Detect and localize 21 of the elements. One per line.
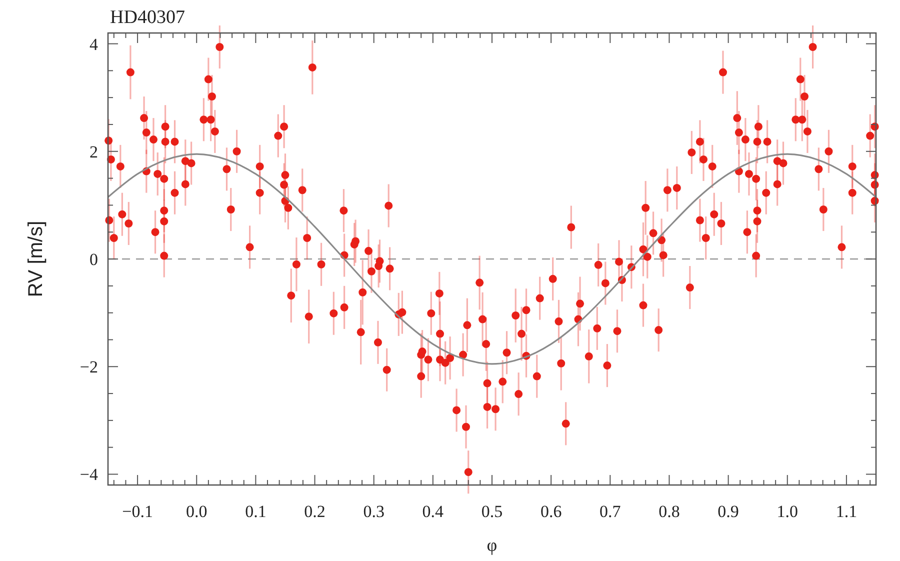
x-tick-label: 0.1: [245, 502, 266, 521]
x-tick-label: 0.5: [481, 502, 503, 521]
x-tick-label: 0.0: [186, 502, 208, 521]
x-tick-label: 1.0: [776, 502, 798, 521]
x-tick-label: 0.3: [363, 502, 384, 521]
y-tick-label: −4: [80, 465, 98, 484]
y-axis-title: RV [m/s]: [25, 220, 47, 298]
y-tick-label: 2: [90, 142, 98, 162]
x-tick-label: 0.2: [304, 502, 326, 521]
x-tick-label: 0.7: [600, 502, 622, 521]
x-tick-label: 0.6: [540, 502, 562, 521]
x-tick-label: −0.1: [122, 502, 153, 521]
x-axis-title: φ: [486, 535, 498, 555]
y-tick-label: 4: [90, 34, 98, 54]
x-tick-label: 0.8: [658, 502, 680, 521]
x-tick-label: 0.9: [718, 502, 739, 521]
x-tick-label: 1.1: [836, 502, 858, 521]
x-tick-label: 0.4: [422, 502, 444, 521]
chart-title: HD40307: [110, 7, 185, 28]
y-tick-label: 0: [90, 250, 98, 269]
y-tick-label: −2: [80, 358, 98, 377]
